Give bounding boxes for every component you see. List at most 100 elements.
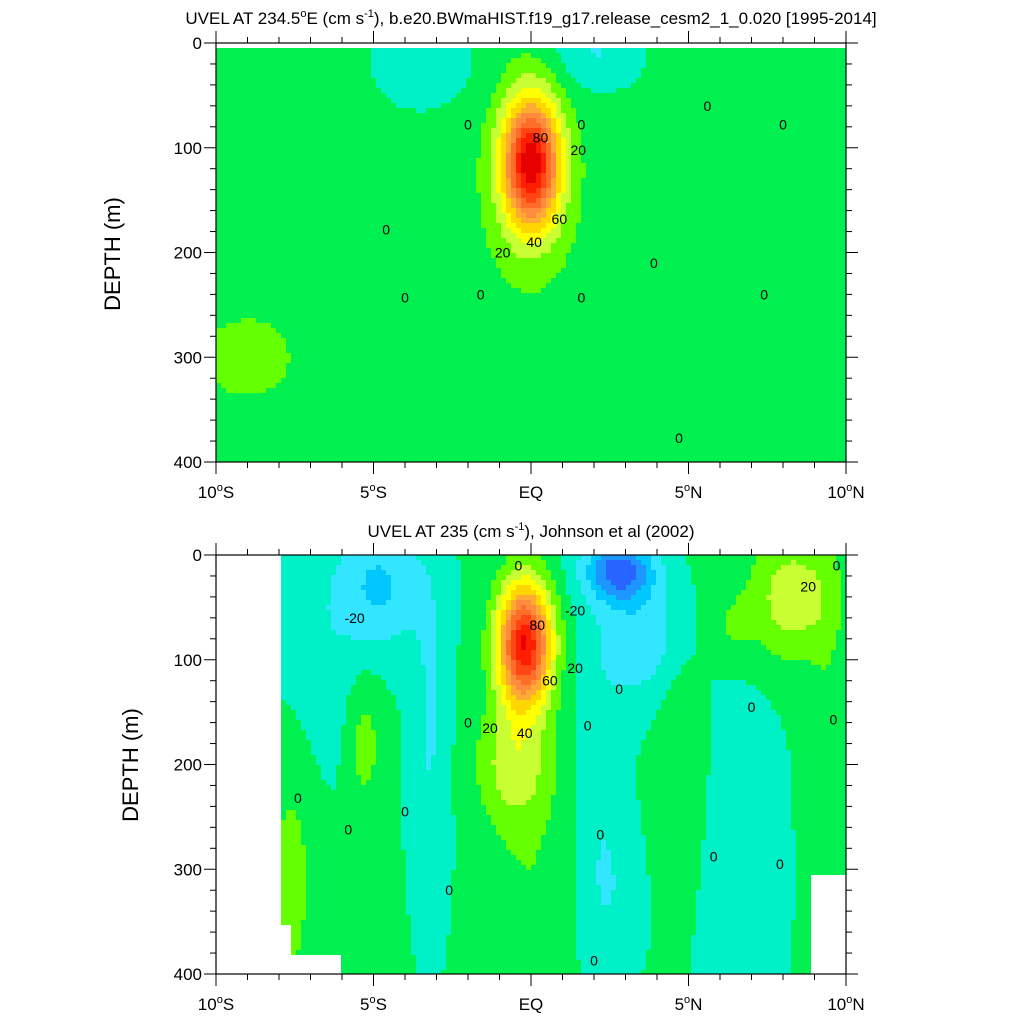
contour-cell: [751, 93, 757, 99]
contour-cell: [766, 153, 772, 159]
contour-cell: [636, 218, 642, 224]
contour-cell: [311, 173, 317, 179]
contour-cell: [516, 53, 522, 59]
contour-cell: [731, 53, 737, 59]
contour-cell: [271, 83, 277, 89]
contour-cell: [806, 233, 812, 239]
contour-cell: [426, 208, 432, 214]
contour-cell: [331, 168, 337, 174]
contour-cell: [466, 123, 472, 129]
contour-cell: [281, 228, 287, 234]
contour-cell: [526, 103, 532, 109]
contour-cell: [516, 163, 522, 169]
contour-cell: [516, 63, 522, 69]
contour-cell: [561, 108, 567, 114]
contour-cell: [811, 53, 817, 59]
contour-cell: [291, 63, 297, 69]
contour-cell: [351, 108, 357, 114]
contour-cell: [476, 203, 482, 209]
contour-cell: [496, 113, 502, 119]
contour-cell: [776, 88, 782, 94]
contour-cell: [616, 108, 622, 114]
contour-cell: [741, 188, 747, 194]
contour-cell: [606, 238, 612, 244]
contour-cell: [326, 148, 332, 154]
contour-cell: [306, 138, 312, 144]
contour-cell: [371, 58, 377, 64]
contour-cell: [781, 218, 787, 224]
contour-cell: [661, 93, 667, 99]
contour-cell: [541, 148, 547, 154]
contour-cell: [686, 123, 692, 129]
contour-cell: [231, 73, 237, 79]
contour-cell: [486, 173, 492, 179]
contour-cell: [621, 103, 627, 109]
contour-cell: [541, 193, 547, 199]
contour-cell: [791, 188, 797, 194]
contour-cell: [591, 163, 597, 169]
contour-cell: [806, 133, 812, 139]
contour-cell: [676, 43, 682, 49]
contour-cell: [806, 98, 812, 104]
contour-cell: [311, 103, 317, 109]
contour-cell: [386, 163, 392, 169]
contour-cell: [261, 88, 267, 94]
contour-cell: [291, 118, 297, 124]
contour-cell: [546, 48, 552, 54]
contour-cell: [611, 233, 617, 239]
contour-cell: [721, 93, 727, 99]
contour-cell: [576, 103, 582, 109]
contour-cell: [426, 58, 432, 64]
contour-cell: [216, 198, 222, 204]
contour-cell: [721, 128, 727, 134]
contour-cell: [466, 208, 472, 214]
contour-cell: [691, 228, 697, 234]
contour-cell: [431, 83, 437, 89]
contour-cell: [246, 193, 252, 199]
contour-cell: [686, 93, 692, 99]
contour-cell: [416, 123, 422, 129]
contour-cell: [491, 138, 497, 144]
contour-cell: [301, 203, 307, 209]
contour-cell: [671, 193, 677, 199]
contour-cell: [221, 123, 227, 129]
contour-cell: [711, 178, 717, 184]
contour-cell: [266, 183, 272, 189]
contour-cell: [406, 173, 412, 179]
contour-cell: [311, 123, 317, 129]
contour-cell: [791, 113, 797, 119]
contour-cell: [631, 128, 637, 134]
contour-cell: [646, 198, 652, 204]
contour-cell: [391, 143, 397, 149]
contour-cell: [236, 43, 242, 49]
contour-cell: [761, 118, 767, 124]
contour-cell: [546, 178, 552, 184]
contour-cell: [616, 203, 622, 209]
contour-cell: [286, 123, 292, 129]
contour-cell: [536, 113, 542, 119]
contour-cell: [446, 48, 452, 54]
contour-cell: [366, 228, 372, 234]
contour-cell: [311, 153, 317, 159]
contour-cell: [266, 188, 272, 194]
contour-cell: [481, 78, 487, 84]
contour-cell: [771, 178, 777, 184]
contour-cell: [546, 88, 552, 94]
contour-cell: [271, 223, 277, 229]
contour-cell: [691, 58, 697, 64]
contour-cell: [711, 118, 717, 124]
contour-cell: [351, 173, 357, 179]
contour-cell: [456, 213, 462, 219]
contour-cell: [636, 173, 642, 179]
contour-cell: [741, 118, 747, 124]
contour-cell: [501, 113, 507, 119]
contour-cell: [271, 103, 277, 109]
contour-cell: [671, 63, 677, 69]
contour-cell: [271, 98, 277, 104]
contour-cell: [461, 103, 467, 109]
contour-cell: [296, 83, 302, 89]
contour-cell: [366, 78, 372, 84]
contour-cell: [366, 108, 372, 114]
contour-cell: [396, 213, 402, 219]
contour-cell: [301, 78, 307, 84]
